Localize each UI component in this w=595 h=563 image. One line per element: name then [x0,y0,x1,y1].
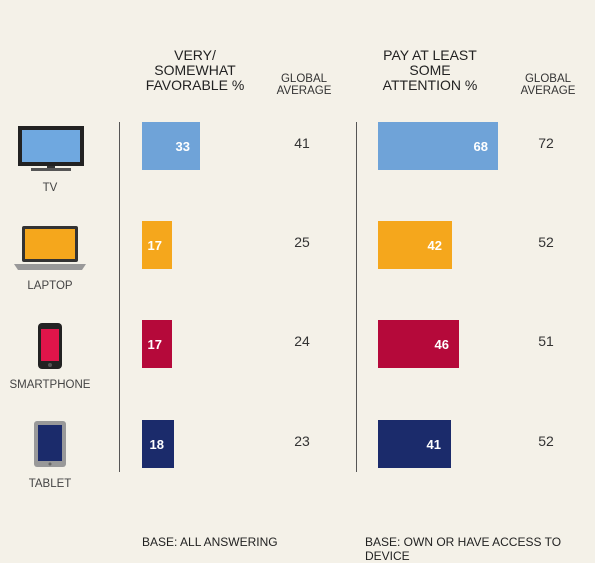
left-title-line-3: FAVORABLE % [145,77,245,93]
left-avg-line-2: AVERAGE [276,85,332,97]
global-average-favorable-tv: 41 [294,135,310,151]
bar-attention-tablet: 41 [378,420,451,468]
tablet-icon [34,421,66,467]
tv-icon [18,126,84,171]
footnote-left: BASE: ALL ANSWERING [142,535,278,549]
device-label-tablet: TABLET [28,478,72,490]
left-global-average-header: GLOBAL AVERAGE [272,73,336,97]
left-column-title: VERY/ SOMEWHAT FAVORABLE % [140,48,250,93]
right-column-title: PAY AT LEAST SOME ATTENTION % [380,48,480,93]
right-avg-line-2: AVERAGE [520,85,576,97]
bar-favorable-laptop: 17 [142,221,172,269]
bar-favorable-smartphone: 17 [142,320,172,368]
left-title-line-2: SOMEWHAT [154,62,236,78]
global-average-attention-tv: 72 [538,135,554,151]
laptop-icon [14,226,86,270]
device-label-laptop: LAPTOP [27,280,73,292]
bar-favorable-tablet: 18 [142,420,174,468]
global-average-attention-laptop: 52 [538,234,554,250]
bar-attention-smartphone: 46 [378,320,459,368]
right-title-line-2: SOME [409,62,451,78]
smartphone-icon [38,323,62,369]
right-avg-line-1: GLOBAL [524,73,572,85]
global-average-attention-smartphone: 51 [538,333,554,349]
bar-attention-tv: 68 [378,122,498,170]
right-title-line-3: ATTENTION % [382,77,478,93]
left-divider [119,122,120,472]
device-label-smartphone: SMARTPHONE [9,379,91,391]
right-divider [356,122,357,472]
left-avg-line-1: GLOBAL [280,73,328,85]
right-global-average-header: GLOBAL AVERAGE [516,73,580,97]
bar-attention-laptop: 42 [378,221,452,269]
right-title-line-1: PAY AT LEAST [383,47,477,63]
global-average-attention-tablet: 52 [538,433,554,449]
global-average-favorable-tablet: 23 [294,433,310,449]
global-average-favorable-laptop: 25 [294,234,310,250]
left-title-line-1: VERY/ [174,47,216,63]
global-average-favorable-smartphone: 24 [294,333,310,349]
bar-favorable-tv: 33 [142,122,200,170]
device-label-tv: TV [42,182,58,194]
